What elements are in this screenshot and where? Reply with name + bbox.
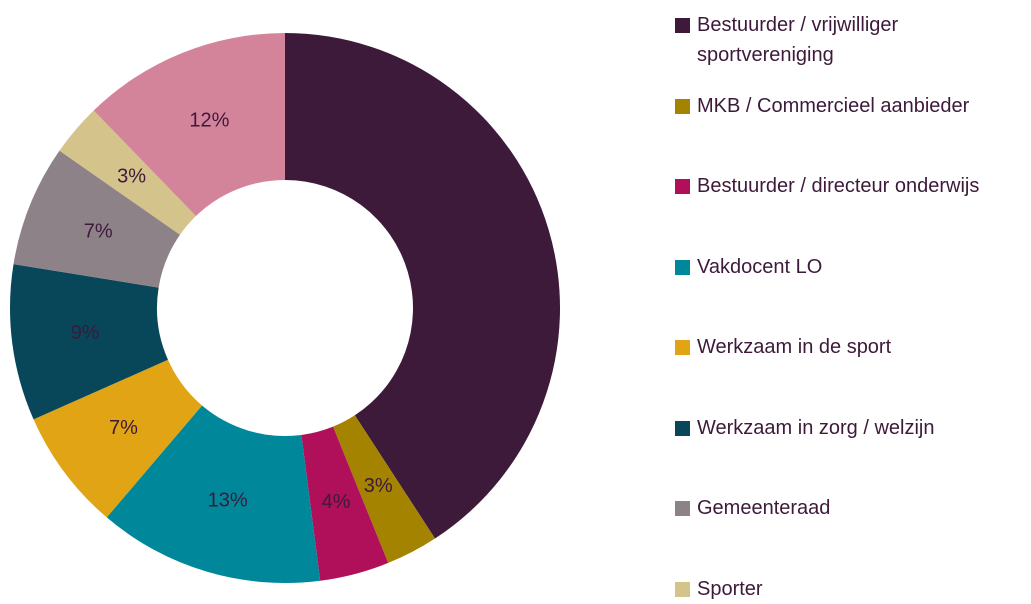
legend-item: Gemeenteraad [675,493,1022,523]
donut-slice [13,150,181,288]
legend-label: Gemeenteraad [697,497,831,519]
legend-swatch [675,259,690,275]
legend-item: Bestuurder / vrijwilliger sportverenigin… [675,10,1022,70]
donut-slice [59,110,196,235]
legend-label: Werkzaam in de sport [697,336,892,358]
data-label: 40% [458,239,498,261]
donut-slice [9,264,168,420]
donut-slice [301,426,389,581]
legend-label: Sporter [697,577,763,600]
legend-swatch [675,179,690,194]
legend-swatch [675,18,690,33]
legend-label: Werkzaam in zorg / welzijn [697,416,935,439]
legend-swatch [675,340,690,355]
legend-label: Bestuurder / vrijwilliger sportverenigin… [697,14,899,66]
legend-item: Werkzaam in zorg / welzijn [675,413,1022,443]
legend-label: MKB / Commercieel aanbieder [697,94,970,117]
legend-item: Bestuurder / directeur onderwijs [675,171,1022,201]
data-label: 3% [117,166,146,188]
data-label: 3% [364,475,393,497]
data-label: 7% [109,417,138,439]
data-label: 12% [189,110,229,132]
data-label: 13% [208,489,248,511]
chart: 40% 3% 4% 13% 7% 9% 7% 3% 12% [9,33,561,583]
legend-item: Werkzaam in de sport [675,332,1022,362]
legend-swatch [675,98,690,114]
donut-slice [285,33,561,539]
donut-slice [33,359,203,518]
data-label: 4% [322,491,351,513]
legend-label: Vakdocent LO [697,255,823,278]
legend-swatch [675,581,690,597]
legend-item: Vakdocent LO [675,252,1022,282]
legend-item: MKB / Commercieel aanbieder [675,91,1022,121]
data-label: 7% [84,221,113,243]
legend-swatch [675,501,690,516]
legend-item: Sporter [675,574,1022,604]
donut-slice [333,415,436,563]
data-label: 9% [71,322,100,344]
donut-slice [93,33,285,217]
legend-label: Bestuurder / directeur onderwijs [697,175,980,197]
donut-slice [106,405,321,583]
legend-swatch [675,420,690,436]
